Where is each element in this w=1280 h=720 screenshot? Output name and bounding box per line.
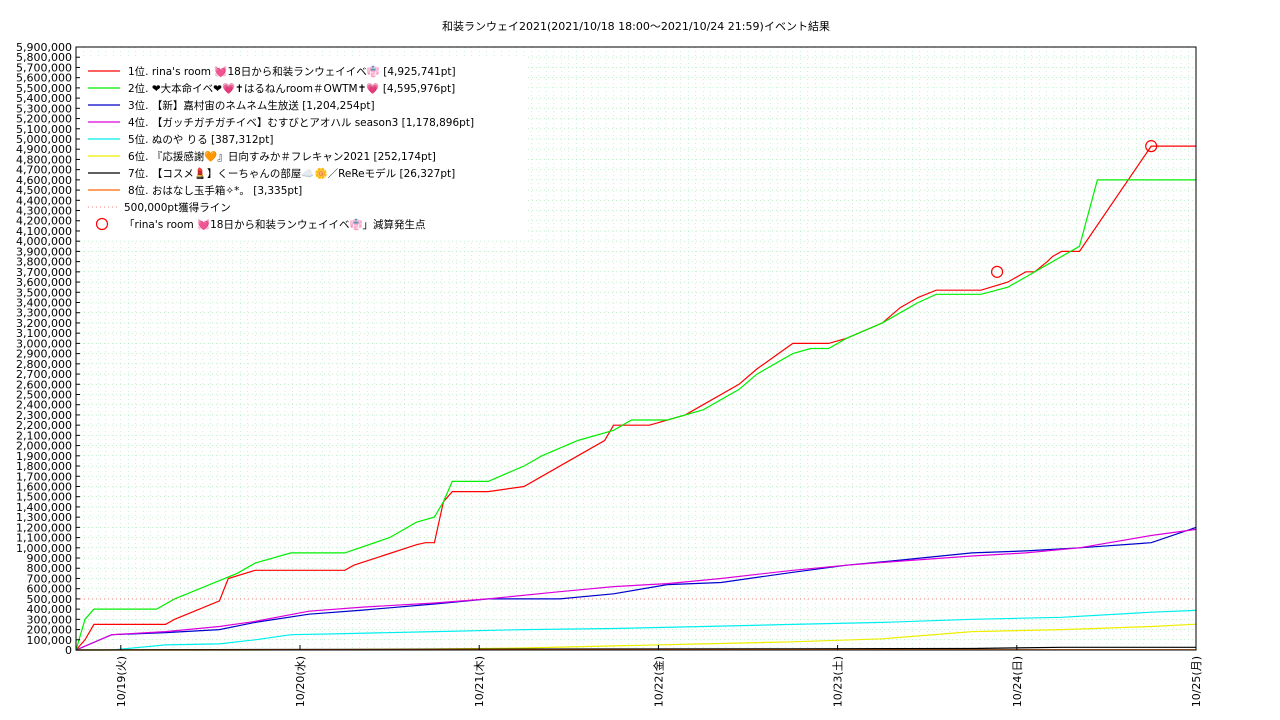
y-tick-label: 3,900,000 [16, 245, 72, 258]
subtraction-marker [1145, 140, 1158, 153]
y-tick-label: 2,600,000 [16, 378, 72, 391]
y-tick-label: 4,700,000 [16, 164, 72, 177]
series-line [75, 526, 1197, 651]
y-tick-label: 4,600,000 [16, 174, 72, 187]
y-tick-label: 2,400,000 [16, 399, 72, 412]
x-tick-label: 10/24(日) [1011, 656, 1024, 707]
y-tick-label: 4,800,000 [16, 153, 72, 166]
legend: 1位. rina's room 💓18日から和装ランウェイイベ👘 [4,925,… [80, 56, 526, 240]
y-tick-label: 3,700,000 [16, 266, 72, 279]
y-tick-label: 5,700,000 [16, 61, 72, 74]
series-line [75, 528, 1197, 651]
x-tick-label: 10/20(水) [294, 656, 307, 707]
y-tick-label: 100,000 [27, 634, 73, 647]
marker-group [990, 140, 1158, 278]
subtraction-marker [990, 265, 1004, 278]
y-tick-label: 5,000,000 [16, 133, 72, 146]
y-tick-label: 1,400,000 [16, 501, 72, 514]
y-tick-label: 900,000 [27, 552, 73, 565]
y-tick-label: 3,500,000 [16, 286, 72, 299]
y-tick-label: 0 [65, 644, 72, 657]
y-tick-label: 3,600,000 [16, 276, 72, 289]
legend-entry-threshold: 500,000pt獲得ライン [124, 201, 231, 214]
y-tick-label: 5,400,000 [16, 92, 72, 105]
x-tick-label: 10/23(土) [832, 656, 845, 707]
y-tick-label: 4,500,000 [16, 184, 72, 197]
x-tick-label: 10/21(木) [473, 656, 486, 707]
y-tick-label: 5,800,000 [16, 51, 72, 64]
legend-marker [95, 217, 109, 231]
y-tick-label: 400,000 [27, 603, 73, 616]
y-tick-label: 4,200,000 [16, 215, 72, 228]
y-tick-label: 2,500,000 [16, 388, 72, 401]
y-tick-label: 2,000,000 [16, 440, 72, 453]
legend-entry: 1位. rina's room 💓18日から和装ランウェイイベ👘 [4,925,… [128, 65, 456, 78]
series-line [76, 609, 1197, 651]
legend-entry: 4位. 【ガッチガチガチイベ】むすびとアオハル season3 [1,178,8… [128, 116, 474, 129]
y-tick-label: 800,000 [27, 562, 73, 575]
legend-background [80, 56, 526, 240]
y-tick-label: 1,200,000 [16, 521, 72, 534]
y-tick-label: 1,300,000 [16, 511, 72, 524]
y-tick-label: 2,700,000 [16, 368, 72, 381]
y-tick-label: 4,100,000 [16, 225, 72, 238]
legend-entry: 3位. 【新】嘉村宙のネムネム生放送 [1,204,254pt] [128, 99, 375, 112]
series-line [75, 179, 1196, 651]
y-tick-label: 300,000 [27, 613, 73, 626]
legend-entry: 8位. おはなし玉手箱✧*。 [3,335pt] [128, 184, 302, 197]
chart-subtitle: イベント結果 [764, 19, 830, 33]
y-tick-label: 1,700,000 [16, 470, 72, 483]
y-tick-label: 4,300,000 [16, 205, 72, 218]
y-tick-label: 2,100,000 [16, 429, 72, 442]
y-tick-label: 1,800,000 [16, 460, 72, 473]
y-tick-label: 2,900,000 [16, 348, 72, 361]
y-tick-label: 2,800,000 [16, 358, 72, 371]
legend-entry: 2位. ❤大本命イベ❤💗✝はるねんroom＃OWTM✝💗 [4,595,976p… [128, 82, 455, 95]
y-tick-label: 4,000,000 [16, 235, 72, 248]
y-tick-label: 1,900,000 [16, 450, 72, 463]
legend-entry-marker: 「rina's room 💓18日から和装ランウェイイベ👘」減算発生点 [124, 218, 426, 231]
y-tick-label: 3,300,000 [16, 307, 72, 320]
y-axis: 0100,000200,000300,000400,000500,000600,… [16, 41, 80, 657]
y-tick-label: 5,600,000 [16, 72, 72, 85]
x-tick-label: 10/19(火) [115, 656, 128, 707]
legend-entry: 6位. 『応援感謝🧡』日向すみか＃フレキャン2021 [252,174pt] [128, 150, 436, 163]
legend-entry: 7位. 【コスメ💄】くーちゃんの部屋☁️🌼／ReReモデル [26,327pt] [128, 167, 455, 180]
y-tick-label: 2,300,000 [16, 409, 72, 422]
y-tick-label: 1,000,000 [16, 542, 72, 555]
y-tick-label: 600,000 [27, 583, 73, 596]
y-tick-label: 4,900,000 [16, 143, 72, 156]
legend-entry: 5位. ぬのや りる [387,312pt] [128, 133, 273, 146]
y-tick-label: 700,000 [27, 572, 73, 585]
y-tick-label: 5,100,000 [16, 123, 72, 136]
chart-title: 和装ランウェイ2021(2021/10/18 18:00〜2021/10/24 … [442, 20, 764, 33]
y-tick-label: 5,500,000 [16, 82, 72, 95]
x-tick-label: 10/22(金) [651, 656, 665, 707]
y-tick-label: 3,800,000 [16, 256, 72, 269]
y-tick-label: 1,100,000 [16, 532, 72, 545]
plot-frame [75, 46, 1197, 651]
y-tick-label: 5,300,000 [16, 102, 72, 115]
y-tick-label: 2,200,000 [16, 419, 72, 432]
y-tick-label: 5,200,000 [16, 113, 72, 126]
y-tick-label: 3,100,000 [16, 327, 72, 340]
y-tick-label: 200,000 [27, 624, 73, 637]
y-tick-label: 4,400,000 [16, 194, 72, 207]
y-tick-label: 3,200,000 [16, 317, 72, 330]
y-tick-label: 1,600,000 [16, 480, 72, 493]
y-tick-label: 3,400,000 [16, 297, 72, 310]
y-tick-label: 3,000,000 [16, 337, 72, 350]
y-tick-label: 500,000 [27, 593, 73, 606]
y-tick-label: 5,900,000 [16, 41, 72, 54]
series-line [75, 145, 1196, 651]
x-axis: 10/19(火) 10/20(水) 10/21(木) 10/22(金) 10/23(土)… [115, 645, 1203, 707]
y-tick-label: 1,500,000 [16, 491, 72, 504]
x-tick-label: 10/25(月) [1190, 656, 1203, 707]
